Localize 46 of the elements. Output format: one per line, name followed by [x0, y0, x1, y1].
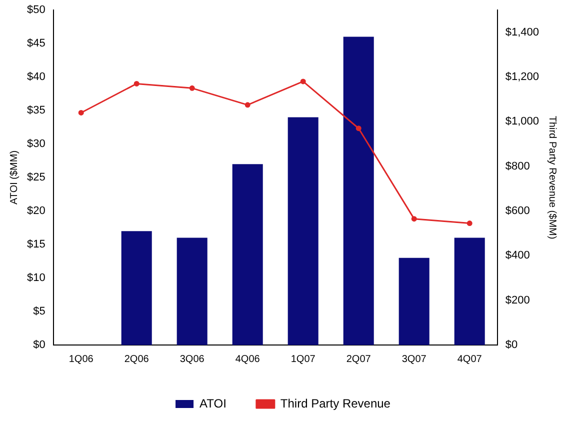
bar: [176, 238, 208, 345]
y-tick-label: $40: [26, 71, 46, 84]
y-tick-label: $5: [33, 306, 46, 318]
x-tick-label: 1Q07: [290, 354, 316, 365]
y2-tick-label: $600: [505, 205, 530, 218]
y-tick-label: $45: [26, 38, 46, 50]
x-tick-label: 2Q07: [346, 354, 372, 365]
point: [300, 78, 306, 84]
point: [411, 216, 417, 222]
point: [466, 220, 472, 226]
bar: [288, 117, 318, 345]
y2-tick-label: $200: [505, 294, 530, 306]
bar: [343, 36, 374, 345]
y-tick-label: $30: [26, 138, 46, 150]
y-tick-label: $0: [33, 339, 46, 352]
y2-tick-label: $400: [505, 250, 530, 262]
bar: [454, 238, 485, 345]
y2-axis-title: Third Party Revenue ($MM): [546, 116, 558, 240]
point: [356, 126, 362, 132]
point: [244, 102, 250, 108]
y-tick-label: $15: [26, 238, 46, 251]
bar: [121, 231, 152, 345]
point: [78, 110, 84, 116]
y2-tick-label: $0: [505, 339, 518, 352]
x-tick-label: 4Q06: [235, 354, 260, 365]
x-tick-label: 2Q06: [124, 354, 150, 365]
y2-tick-label: $1,400: [505, 26, 540, 38]
y-tick-label: $25: [26, 172, 46, 184]
point: [134, 80, 140, 86]
legend-label: ATOI: [200, 396, 226, 410]
bar: [398, 258, 430, 345]
y-tick-label: $35: [26, 104, 46, 117]
y2-tick-label: $1,000: [505, 116, 540, 128]
x-tick-label: 3Q07: [402, 354, 427, 365]
y-axis-title: ATOI ($MM): [8, 150, 20, 205]
y2-tick-label: $1,200: [505, 71, 540, 84]
point: [189, 85, 195, 91]
y-tick-label: $50: [26, 4, 46, 16]
x-tick-label: 1Q06: [68, 354, 94, 365]
bar: [232, 164, 263, 345]
x-tick-label: 4Q07: [457, 354, 482, 365]
x-tick-label: 3Q06: [180, 354, 205, 365]
legend-label: Third Party Revenue: [280, 396, 391, 410]
y-tick-label: $10: [26, 272, 46, 284]
y2-tick-label: $800: [505, 160, 530, 172]
y-tick-label: $20: [26, 205, 46, 218]
